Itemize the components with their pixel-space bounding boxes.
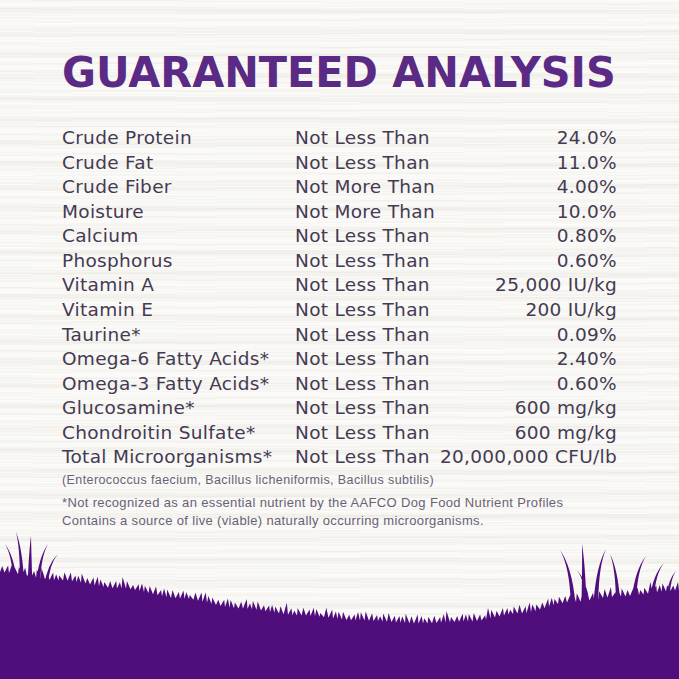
qualifier-text: Not Less Than [295,298,430,323]
value-text: 24.0% [557,126,617,151]
qualifier-text: Not Less Than [295,273,430,298]
value-text: 11.0% [557,151,617,176]
footnotes: *Not recognized as an essential nutrient… [62,494,617,531]
value-text: 200 IU/kg [525,298,617,323]
value-text: 0.60% [557,249,617,274]
table-row: Glucosamine* Not Less Than 600 mg/kg [62,396,617,421]
table-row: Total Microorganisms* Not Less Than 20,000… [62,445,617,470]
table-row: Calcium Not Less Than 0.80% [62,224,617,249]
footnote-line: Contains a source of live (viable) natur… [62,512,617,531]
qualifier-text: Not Less Than [295,421,430,446]
table-row: Vitamin E Not Less Than 200 IU/kg [62,298,617,323]
value-text: 4.00% [557,175,617,200]
nutrient-name: Vitamin A [62,273,154,298]
page-title: GUARANTEED ANALYSIS [62,52,616,94]
table-row: Omega-3 Fatty Acids* Not Less Than 0.60% [62,372,617,397]
value-text: 0.80% [557,224,617,249]
nutrient-name: Phosphorus [62,249,173,274]
table-row: Vitamin A Not Less Than 25,000 IU/kg [62,273,617,298]
qualifier-text: Not Less Than [295,151,430,176]
qualifier-text: Not Less Than [295,323,430,348]
nutrient-name: Crude Fiber [62,175,172,200]
table-row: Crude Protein Not Less Than 24.0% [62,126,617,151]
microorganisms-note: (Enterococcus faecium, Bacillus lichenif… [62,472,617,489]
value-text: 2.40% [557,347,617,372]
qualifier-text: Not Less Than [295,224,430,249]
nutrient-name: Glucosamine* [62,396,195,421]
nutrient-name: Total Microorganisms* [62,445,272,470]
analysis-table: Crude ProteinNot Less Than24.0%Crude Fat… [62,126,617,531]
qualifier-text: Not More Than [295,175,435,200]
value-text: 10.0% [557,200,617,225]
qualifier-text: Not More Than [295,200,435,225]
qualifier-text: Not Less Than [295,372,430,397]
value-text: 600 mg/kg [515,421,617,446]
nutrient-name: Crude Fat [62,151,154,176]
footnote-line: *Not recognized as an essential nutrient… [62,494,617,513]
nutrient-name: Omega-6 Fatty Acids* [62,347,269,372]
nutrient-name: Chondroitin Sulfate* [62,421,255,446]
value-text: 0.09% [557,323,617,348]
table-rows: Crude ProteinNot Less Than24.0%Crude Fat… [62,126,617,470]
value-text: 600 mg/kg [515,396,617,421]
value-text: 25,000 IU/kg [495,273,617,298]
table-row: Chondroitin Sulfate* Not Less Than 600 mg/… [62,421,617,446]
nutrient-name: Vitamin E [62,298,153,323]
table-row: Taurine* Not Less Than 0.09% [62,323,617,348]
value-text: 0.60% [557,372,617,397]
nutrient-name: Moisture [62,200,144,225]
nutrient-name: Calcium [62,224,139,249]
qualifier-text: Not Less Than [295,249,430,274]
table-row: Crude Fiber Not More Than 4.00% [62,175,617,200]
table-row: Omega-6 Fatty Acids* Not Less Than 2.40% [62,347,617,372]
table-row: Phosphorus Not Less Than 0.60% [62,249,617,274]
qualifier-text: Not Less Than [295,347,430,372]
nutrient-name: Omega-3 Fatty Acids* [62,372,269,397]
qualifier-text: Not Less Than [295,445,430,470]
value-text: 20,000,000 CFU/lb [440,445,617,470]
grass-silhouette-graphic [0,530,679,679]
qualifier-text: Not Less Than [295,396,430,421]
table-row: Moisture Not More Than 10.0% [62,200,617,225]
qualifier-text: Not Less Than [295,126,430,151]
nutrient-name: Taurine* [62,323,141,348]
nutrient-name: Crude Protein [62,126,192,151]
table-row: Crude Fat Not Less Than 11.0% [62,151,617,176]
